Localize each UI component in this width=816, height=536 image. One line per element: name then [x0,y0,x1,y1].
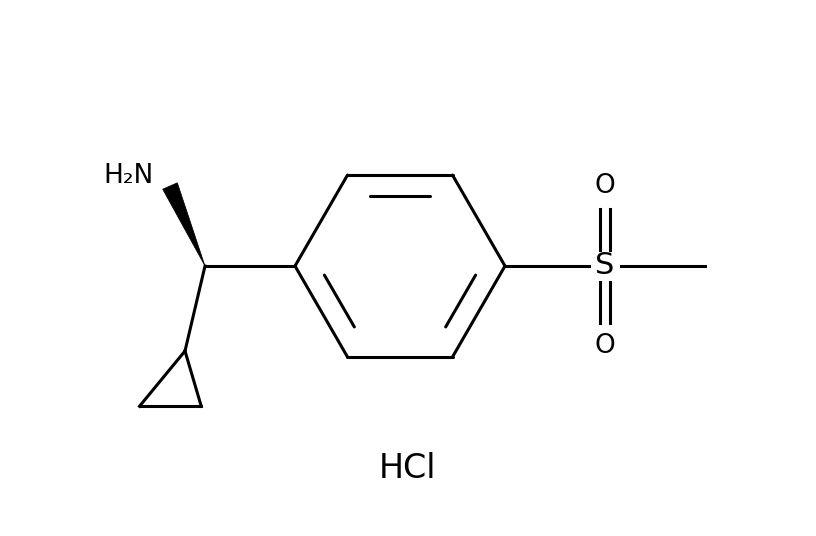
Text: S: S [596,251,614,280]
Text: O: O [595,333,615,359]
Text: HCl: HCl [379,451,437,485]
Text: H₂N: H₂N [103,163,153,189]
Polygon shape [162,183,205,266]
Text: O: O [595,173,615,199]
